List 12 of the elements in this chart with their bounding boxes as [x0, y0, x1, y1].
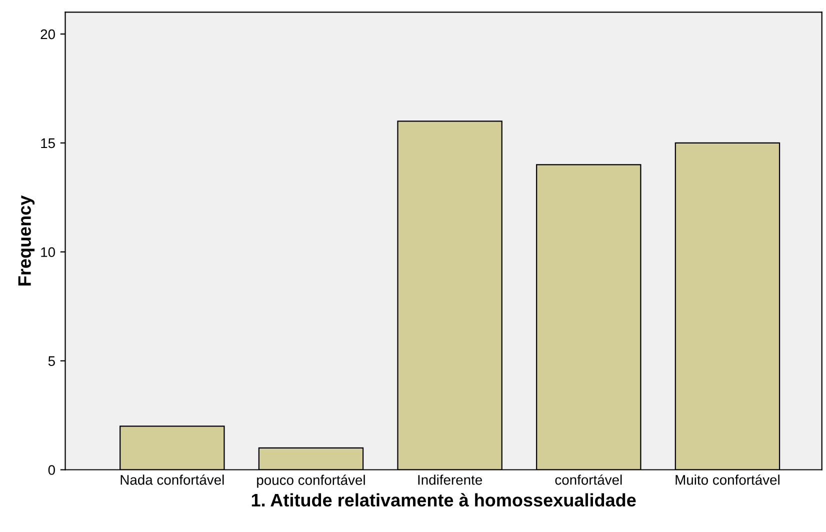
- x-axis-title: 1. Atitude relativamente à homossexualidade: [252, 493, 636, 507]
- x-tick-label: Muito confortável: [676, 474, 780, 485]
- x-tick-label: pouco confortável: [257, 474, 365, 488]
- y-tick-label: 20: [40, 29, 55, 40]
- y-tick-label: 10: [41, 247, 55, 258]
- x-tick-label: Indiferente: [418, 474, 482, 485]
- y-tick-label: 5: [48, 356, 55, 366]
- x-tick-label: Nada confortável: [120, 474, 224, 485]
- y-axis-title: Frequency: [18, 195, 35, 286]
- y-tick-label: 15: [41, 138, 55, 148]
- x-tick-label: confortável: [555, 474, 622, 485]
- y-tick-label: 0: [48, 465, 55, 475]
